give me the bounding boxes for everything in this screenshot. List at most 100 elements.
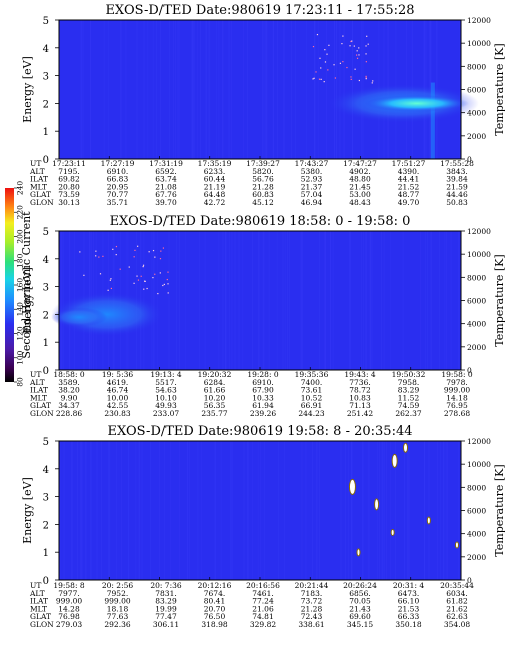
table-cell: 62.63 [446, 612, 468, 621]
heatmap-dot [342, 61, 344, 63]
table-cell: 76.95 [446, 401, 468, 410]
y2-tick-label: 0 [467, 366, 472, 375]
heatmap-streak [216, 20, 218, 159]
heatmap-streak [376, 441, 378, 580]
table-cell: 10.83 [349, 393, 371, 402]
heatmap-dot [167, 283, 169, 285]
table-cell: 63.74 [155, 175, 177, 184]
heatmap-texture [59, 441, 460, 580]
heatmap-blip [404, 443, 408, 452]
heatmap-dot [137, 245, 139, 247]
y-tick-label: 1 [43, 338, 49, 349]
heatmap-streak [351, 441, 353, 580]
colorbar-tick-label: 200 [16, 229, 25, 244]
heatmap-dot [350, 40, 352, 43]
heatmap-dot [109, 279, 111, 281]
heatmap-streak [350, 231, 351, 370]
y2-tick-label: 10000 [467, 250, 491, 259]
heatmap-streak [234, 231, 236, 370]
heatmap-streak [278, 441, 279, 580]
y-tick-label: 3 [43, 283, 49, 294]
heatmap-streak [205, 20, 207, 159]
table-cell: 61.94 [252, 401, 274, 410]
heatmap-streak [284, 20, 286, 159]
table-cell: 345.15 [347, 620, 373, 629]
table-cell: 35.71 [107, 198, 128, 207]
heatmap-streak [383, 441, 385, 580]
heatmap-streak [402, 231, 404, 370]
heatmap-dot [110, 278, 112, 280]
heatmap-streak [335, 20, 337, 159]
heatmap-streak [258, 231, 260, 370]
heatmap-streak [458, 231, 460, 370]
heatmap-dot [315, 71, 317, 73]
table-row-label: MLT [30, 182, 47, 191]
table-cell: 14.28 [58, 604, 80, 613]
heatmap-streak [437, 441, 438, 580]
table-cell: 21.45 [349, 182, 371, 191]
table-cell: 350.18 [395, 620, 421, 629]
heatmap-dot [320, 67, 322, 69]
heatmap-dot [137, 279, 140, 281]
table-cell: 34.37 [58, 401, 80, 410]
heatmap-streak [423, 441, 425, 580]
heatmap-streak [367, 441, 369, 580]
heatmap-dots [79, 245, 169, 295]
y2-tick-label: 4000 [467, 530, 486, 539]
heatmap-dot [365, 61, 367, 63]
table-cell: 18.18 [107, 604, 129, 613]
table-cell: 21.59 [446, 182, 468, 191]
heatmap-dot [133, 282, 135, 284]
heatmap-dot [324, 61, 327, 63]
heatmap-streak [225, 231, 226, 370]
panels: EXOS-D/TED Date:980619 17:23:11 - 17:55:… [21, 3, 505, 629]
heatmap-streak [61, 231, 63, 370]
heatmap-streak [349, 231, 350, 370]
heatmap-streak [445, 441, 447, 580]
heatmap-streak [257, 231, 259, 370]
table-cell: 57.04 [301, 190, 323, 199]
colorbar-tick-label: 80 [16, 377, 25, 387]
table-row-label: ILAT [30, 175, 48, 184]
heatmap-streak [238, 231, 240, 370]
heatmap-streak [188, 441, 190, 580]
heatmap-streak [408, 441, 410, 580]
heatmap-streak [265, 20, 267, 159]
heatmap-streak [168, 20, 170, 159]
table-cell: 45.12 [252, 198, 274, 207]
table-cell: 21.06 [252, 604, 274, 613]
heatmap-streak [252, 231, 254, 370]
colorbar-tick-label: 240 [16, 181, 25, 196]
heatmap-dot [95, 255, 97, 257]
heatmap-streak [70, 441, 72, 580]
heatmap-streak [121, 441, 122, 580]
heatmap-streak [381, 441, 383, 580]
table-cell: 71.13 [349, 401, 371, 410]
heatmap-streak [214, 441, 216, 580]
heatmap-dot [152, 276, 154, 279]
heatmap-dot [365, 77, 367, 79]
heatmap-streak [85, 441, 87, 580]
colorbar-ticks: 80 100 120 140 160 180 200 220 240 [14, 181, 25, 387]
heatmap-streak [450, 231, 452, 370]
y-tick-label: 0 [43, 155, 49, 166]
heatmap-streak [260, 441, 262, 580]
heatmap-streak [139, 441, 141, 580]
y-axis-label: Energy [eV] [21, 56, 34, 123]
heatmap-dot [316, 33, 319, 36]
heatmap-streak [82, 20, 84, 159]
heatmap-streak [173, 20, 174, 159]
table-cell: 20.70 [204, 604, 226, 613]
heatmap-streak [366, 231, 367, 370]
heatmap-streak [185, 231, 187, 370]
table-cell: 5820. [252, 167, 273, 176]
heatmap-dot [346, 66, 348, 69]
heatmap-streak [282, 231, 284, 370]
table-cell: 6034. [446, 589, 467, 598]
heatmap-streak [447, 441, 448, 580]
table-cell: 66.10 [398, 597, 420, 606]
heatmap-streak [273, 20, 274, 159]
heatmap-streak [150, 441, 151, 580]
heatmap-streak [389, 441, 391, 580]
table-cell: 21.28 [301, 604, 323, 613]
